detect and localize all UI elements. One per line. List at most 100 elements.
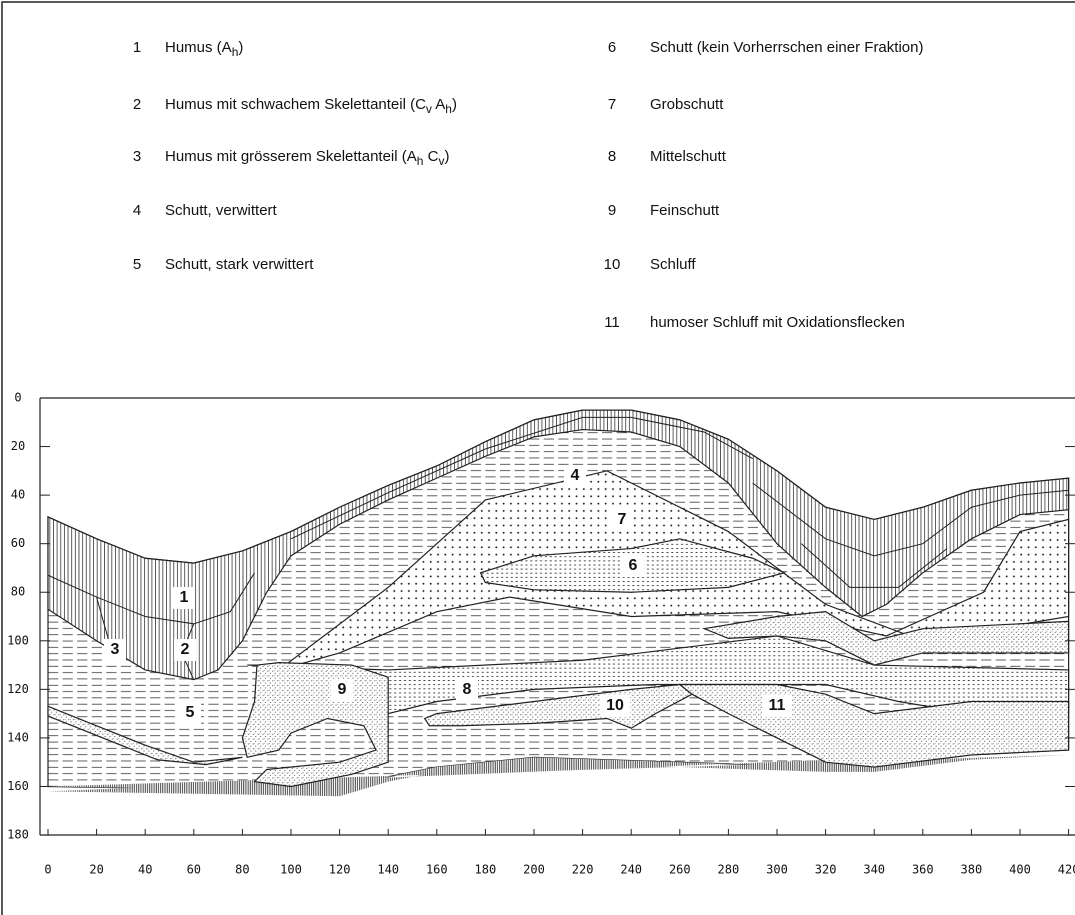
legend-number: 4 (133, 202, 141, 219)
y-tick-label: 180 (7, 828, 29, 842)
region-label: 8 (463, 681, 472, 698)
legend-text: Feinschutt (650, 202, 720, 219)
subscript: h (445, 102, 452, 116)
legend-text: Schutt, stark verwittert (165, 256, 314, 273)
x-tick-label: 160 (426, 863, 448, 877)
x-tick-label: 40 (138, 863, 152, 877)
label-box (173, 587, 195, 609)
y-tick-label: 120 (7, 682, 29, 696)
y-tick-label: 0 (14, 391, 21, 405)
x-tick-label: 380 (961, 863, 983, 877)
x-tick-label: 120 (329, 863, 351, 877)
y-tick-label: 80 (11, 585, 25, 599)
legend-number: 11 (604, 314, 620, 331)
x-tick-label: 260 (669, 863, 691, 877)
legend-text: humoser Schluff mit Oxidationsflecken (650, 314, 905, 331)
text-part: Feinschutt (650, 202, 720, 219)
subscript: v (438, 154, 444, 168)
x-tick-label: 60 (187, 863, 201, 877)
x-tick-label: 300 (766, 863, 788, 877)
region-label: 11 (769, 697, 786, 714)
label-box (762, 695, 792, 717)
y-tick-label: 20 (11, 439, 25, 453)
x-tick-label: 360 (912, 863, 934, 877)
legend-text: Humus (Ah) (165, 39, 243, 59)
text-part: C (423, 148, 438, 165)
boundary (48, 573, 255, 624)
x-tick-label: 280 (718, 863, 740, 877)
legend-text: Schutt, verwittert (165, 202, 278, 219)
label-box (611, 509, 633, 531)
legend-number: 8 (608, 148, 616, 165)
boundary (97, 597, 109, 641)
layer (704, 612, 1068, 665)
boundary (753, 483, 1069, 556)
x-tick-label: 180 (475, 863, 497, 877)
legend-text: Humus mit schwachem Skelettanteil (Cv Ah… (165, 96, 457, 116)
subscript: h (232, 45, 239, 59)
label-box (622, 555, 644, 577)
y-tick-label: 140 (7, 730, 29, 744)
x-tick-label: 400 (1009, 863, 1031, 877)
legend-number: 3 (133, 148, 141, 165)
text-part: ) (238, 39, 243, 56)
text-part: Humus (A (165, 39, 232, 56)
subscript: h (417, 154, 424, 168)
x-tick-label: 340 (863, 863, 885, 877)
legend-number: 7 (608, 96, 616, 113)
x-tick-label: 420 (1058, 863, 1075, 877)
region-label: 5 (186, 704, 195, 721)
legend-text: Mittelschutt (650, 148, 727, 165)
label-box (104, 639, 126, 661)
region-label: 7 (618, 511, 627, 528)
legend-text: Humus mit grösserem Skelettanteil (Ah Cv… (165, 148, 449, 168)
x-tick-label: 80 (235, 863, 249, 877)
legend-text: Grobschutt (650, 96, 724, 113)
label-box (456, 679, 478, 701)
text-part: humoser Schluff mit Oxidationsflecken (650, 314, 905, 331)
axes: 0 20 40 60 80 100 120 140 160 180 0 20 40 60 80 100 120 1… (7, 391, 1075, 877)
label-box (600, 695, 630, 717)
y-tick-label: 40 (11, 488, 25, 502)
label-box (179, 702, 201, 724)
y-tick-label: 60 (11, 536, 25, 550)
region-label: 2 (181, 641, 190, 658)
legend-number: 2 (133, 96, 141, 113)
x-tick-label: 100 (280, 863, 302, 877)
x-tick-label: 320 (815, 863, 837, 877)
x-tick-label: 220 (572, 863, 594, 877)
x-tick-label: 140 (377, 863, 399, 877)
layer (48, 706, 242, 764)
region-label: 9 (338, 681, 347, 698)
text-part: Schutt (kein Vorherrschen einer Fraktion… (650, 39, 923, 56)
text-part: Schutt, stark verwittert (165, 256, 314, 273)
legend-text: Schluff (650, 256, 696, 273)
boundary (801, 544, 947, 588)
text-part: Humus mit grösserem Skelettanteil (A (165, 148, 417, 165)
text-part: Schutt, verwittert (165, 202, 278, 219)
x-tick-label: 200 (523, 863, 545, 877)
layer (48, 410, 1069, 680)
x-tick-label: 240 (620, 863, 642, 877)
legend-number: 1 (133, 39, 141, 56)
subscript: v (426, 102, 432, 116)
text-part: ) (452, 96, 457, 113)
text-part: Mittelschutt (650, 148, 727, 165)
profile (48, 410, 1069, 797)
legend-number: 10 (604, 256, 621, 273)
region-label: 6 (629, 557, 638, 574)
text-part: Humus mit schwachem Skelettanteil (C (165, 96, 426, 113)
legend-text: Schutt (kein Vorherrschen einer Fraktion… (650, 39, 923, 56)
text-part: A (432, 96, 445, 113)
x-tick-label: 0 (44, 863, 51, 877)
region-label: 10 (606, 697, 624, 714)
text-part: ) (444, 148, 449, 165)
legend: 1 Humus (Ah)2 Humus mit schwachem Skeletta… (133, 39, 924, 331)
label-box (564, 465, 586, 487)
region-label: 3 (111, 641, 120, 658)
label-box (174, 639, 196, 661)
text-part: Grobschutt (650, 96, 724, 113)
region-labels: 1 2 3 4 5 6 7 8 9 10 11 (104, 465, 792, 724)
